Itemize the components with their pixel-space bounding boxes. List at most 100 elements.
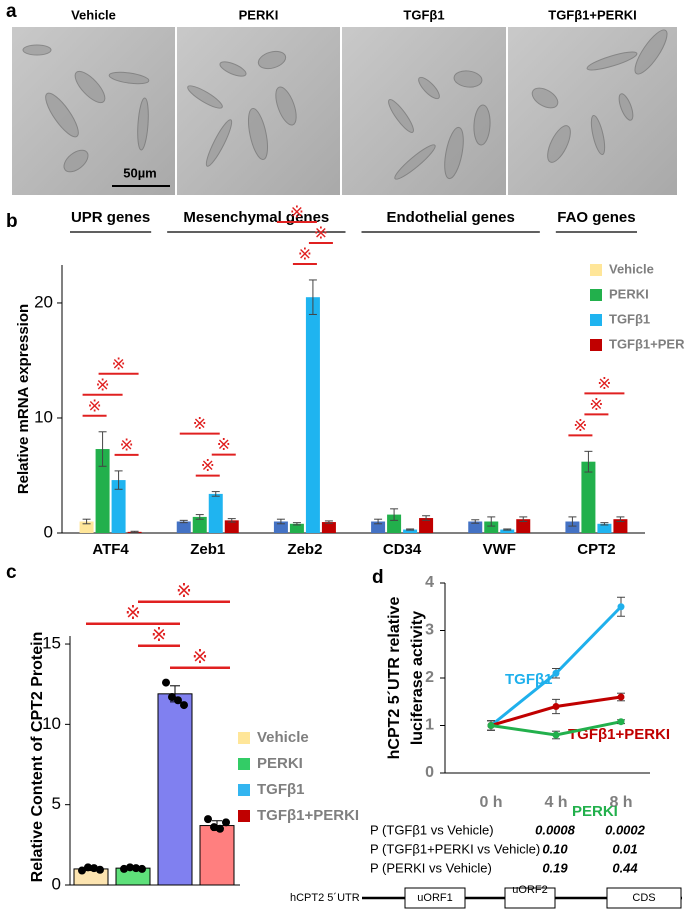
y-tick-label: 10 (42, 714, 61, 733)
bar (208, 493, 223, 533)
p-value: 0.44 (612, 860, 638, 875)
error-bar (179, 519, 188, 524)
cell-shape (394, 144, 436, 180)
data-point (216, 824, 224, 833)
error-bar (211, 491, 220, 497)
bar (224, 520, 239, 533)
line-point (552, 669, 560, 677)
significance-mark: ※ (192, 647, 208, 668)
line-point (552, 731, 560, 739)
cell-shape (453, 70, 483, 88)
error-bar (227, 518, 236, 523)
gene-group-label: UPR genes (71, 209, 150, 226)
significance-mark: ※ (111, 354, 125, 373)
bar (79, 521, 94, 533)
scale-bar-label: 50µm (123, 165, 157, 180)
data-point (126, 863, 134, 872)
bar (516, 519, 531, 533)
error-bar (600, 522, 609, 526)
construct-element: CDS (632, 892, 655, 904)
cell-shape (137, 97, 149, 151)
cell-shape (531, 87, 559, 109)
error-bar (130, 530, 139, 533)
micrograph-label: TGFβ1 (403, 7, 444, 22)
cell-shape (444, 126, 464, 180)
bar (157, 693, 193, 886)
bar (371, 521, 386, 533)
significance-mark: ※ (95, 375, 109, 394)
x-tick-label: 0 h (479, 794, 502, 811)
cell-shape (634, 29, 668, 75)
construct-element: uORF2 (512, 884, 547, 896)
error-bar (616, 516, 625, 522)
p-row-label: P (PERKI vs Vehicle) (370, 860, 492, 875)
bar (613, 519, 628, 533)
x-tick-label: Zeb1 (190, 541, 225, 558)
data-point (168, 693, 176, 702)
data-point (180, 701, 188, 710)
legend-swatch (590, 264, 602, 276)
y-axis-label: Relative Content of CPT2 Protein (29, 632, 46, 883)
bar (199, 825, 235, 886)
cell-shape (257, 50, 287, 70)
bar (419, 518, 434, 533)
x-tick-label: VWF (483, 541, 516, 558)
y-tick-label: 0 (44, 522, 53, 541)
significance-mark: ※ (119, 435, 133, 454)
y-tick-label: 20 (34, 292, 53, 311)
cell-shape (45, 92, 79, 138)
line-point (617, 718, 625, 726)
y-axis-label: Relative mRNA expression (15, 304, 32, 494)
legend-swatch (590, 289, 602, 301)
bar (289, 523, 304, 533)
micrograph-label: PERKI (239, 7, 279, 22)
gene-group-label: Endothelial genes (386, 209, 514, 226)
x-tick-label: 4 h (544, 794, 567, 811)
gene-group-label: FAO genes (557, 209, 635, 226)
error-bar (568, 516, 577, 527)
cell-shape (473, 104, 491, 146)
y-tick-label: 3 (425, 622, 434, 639)
data-point (222, 818, 230, 827)
error-bar (584, 450, 593, 473)
micrograph-label: TGFβ1+PERKI (548, 7, 636, 22)
error-bar (519, 516, 528, 522)
significance-mark: ※ (298, 244, 312, 263)
legend-swatch (590, 314, 602, 326)
micrograph (177, 27, 340, 195)
bar (484, 521, 499, 533)
error-bar (422, 515, 431, 521)
y-tick-label: 0 (52, 874, 61, 893)
construct-box (504, 887, 556, 909)
p-row-label: P (TGFβ1+PERKI vs Vehicle) (370, 841, 540, 856)
p-value: 0.0008 (535, 822, 576, 837)
y-tick-label: 15 (42, 634, 61, 653)
series-label: TGFβ1+PERKI (568, 726, 670, 743)
p-row-label: P (TGFβ1 vs Vehicle) (370, 822, 494, 837)
significance-mark: ※ (125, 603, 141, 624)
line-point (552, 703, 560, 710)
panel-label: b (6, 211, 18, 232)
legend-swatch (590, 339, 602, 351)
legend-label: TGFβ1 (257, 781, 305, 798)
panel-label: c (6, 562, 17, 583)
cell-shape (205, 119, 233, 167)
y-axis-label: luciferase activity (409, 611, 426, 745)
data-point (78, 866, 86, 875)
significance-mark: ※ (176, 581, 192, 602)
cell-shape (74, 70, 106, 104)
legend-label: PERKI (609, 286, 649, 301)
legend-swatch (238, 732, 250, 744)
series-label: PERKI (572, 803, 618, 820)
x-tick-label: Zeb2 (287, 541, 322, 558)
y-tick-label: 2 (425, 669, 434, 686)
cell-shape (22, 44, 52, 56)
significance-mark: ※ (193, 414, 207, 433)
error-bar (471, 519, 480, 524)
micrograph-label: Vehicle (71, 7, 116, 22)
line-point (617, 693, 625, 701)
error-bar (406, 528, 415, 531)
error-bar (98, 431, 107, 467)
y-tick-label: 10 (34, 407, 53, 426)
error-bar (308, 279, 317, 315)
